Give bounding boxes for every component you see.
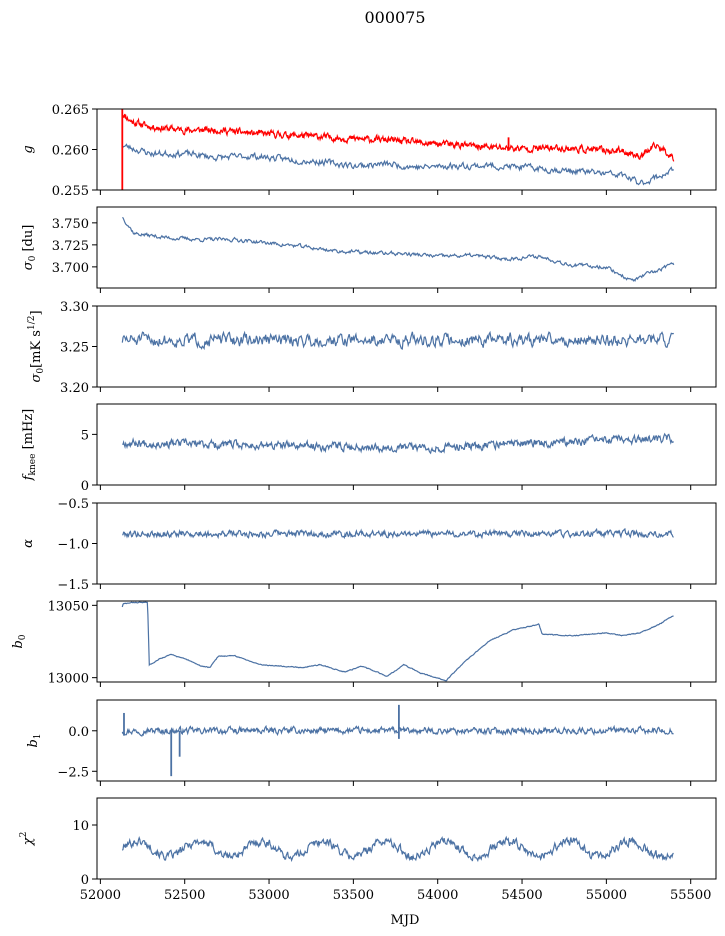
y-label-sup-sigma0cal: 1/2 — [27, 316, 37, 330]
series-line-b0-0 — [121, 601, 674, 682]
y-tick-label-sigma0-0: 3.700 — [52, 261, 89, 276]
x-tick-label-6: 55000 — [586, 888, 627, 903]
y-label-sub-sigma0cal: 0 — [36, 368, 46, 374]
axes-frame-b0 — [96, 600, 717, 683]
y-axis-label-fknee: fknee [mHz] — [21, 409, 38, 482]
panel-b0: 13000 13050 b0 — [11, 599, 717, 687]
y-axis-label-b1: b1 — [26, 733, 43, 747]
y-axis-label-chi2: χ2 — [19, 832, 36, 847]
y-tick-label-chi2-1: 10 — [72, 819, 89, 834]
series-line-chi2-0 — [121, 835, 674, 863]
y-tick-label-sigma0-2: 3.750 — [52, 217, 89, 232]
series-line-sigma0cal-0 — [121, 330, 674, 351]
y-tick-label-sigma0-1: 3.725 — [52, 239, 89, 254]
series-line-alpha-0 — [122, 527, 674, 540]
series-line-g-0 — [121, 113, 675, 162]
y-tick-label-alpha-2: −0.5 — [57, 497, 89, 512]
y-label-sub-b1: 1 — [33, 733, 43, 739]
panel-sigma0: 3.700 3.725 3.750 σ0 [du] — [21, 206, 717, 293]
y-tick-label-b0-0: 13000 — [48, 672, 89, 687]
y-tick-label-g-1: 0.260 — [52, 144, 89, 159]
y-tick-label-b0-1: 13050 — [48, 599, 89, 614]
y-label-sub-sigma0: 0 — [28, 255, 38, 261]
y-axis-label-sigma0: σ0 [du] — [21, 225, 38, 271]
y-label-tail-sigma0cal: [mK s — [29, 330, 44, 368]
x-tick-label-4: 54000 — [417, 888, 458, 903]
y-tick-label-g-2: 0.265 — [52, 103, 89, 118]
axes-frame-alpha — [96, 502, 717, 585]
y-label-main-alpha: α — [21, 539, 36, 548]
y-tick-label-fknee-0: 0 — [81, 479, 89, 494]
y-tick-label-g-0: 0.255 — [52, 184, 89, 199]
y-axis-label-alpha: α — [21, 539, 36, 548]
panel-alpha: −1.5 −1.0 −0.5 α — [21, 497, 717, 593]
x-tick-label-0: 52000 — [80, 888, 121, 903]
y-label-tail-sigma0: [du] — [21, 225, 36, 256]
y-tick-label-sigma0cal-1: 3.25 — [60, 341, 89, 356]
y-label-sub-fknee: knee — [28, 454, 38, 476]
y-tick-label-b1-0: −2.5 — [57, 765, 89, 780]
y-label-sub-b0: 0 — [18, 634, 28, 640]
x-tick-label-7: 55500 — [670, 888, 711, 903]
axes-frame-b1 — [96, 699, 717, 782]
y-tick-label-chi2-0: 0 — [81, 873, 89, 888]
y-label-main-b1: b — [26, 739, 41, 747]
y-label-main-g: g — [21, 145, 36, 153]
x-tick-label-1: 52500 — [164, 888, 205, 903]
y-axis-label-sigma0cal: σ0[mK s1/2] — [27, 310, 46, 382]
y-tick-label-sigma0cal-2: 3.30 — [60, 300, 89, 315]
y-tick-label-sigma0cal-0: 3.20 — [60, 381, 89, 396]
axes-frame-sigma0 — [96, 206, 717, 289]
axes-frame-sigma0cal — [96, 305, 717, 388]
y-label-end-sigma0cal: ] — [29, 310, 44, 315]
y-axis-label-g: g — [21, 145, 36, 153]
panel-sigma0cal: 3.20 3.25 3.30 σ0[mK s1/2] — [27, 300, 717, 396]
y-label-main-sigma0cal: σ — [29, 373, 44, 383]
y-tick-label-alpha-0: −1.5 — [57, 578, 89, 593]
panel-fknee: 0 5 fknee [mHz] — [21, 403, 717, 494]
series-line-b1-0 — [121, 724, 674, 737]
y-label-main-chi2: χ — [21, 836, 36, 846]
x-axis-label: MJD — [391, 913, 420, 928]
y-label-tail-fknee: [mHz] — [21, 409, 36, 454]
y-label-main-sigma0: σ — [21, 260, 36, 270]
y-tick-label-fknee-1: 5 — [81, 428, 89, 443]
figure-title: 000075 — [364, 8, 425, 27]
panel-chi2: 0 10 52000 52500 53000 53500 54000 54500 55000 55… — [19, 797, 717, 903]
y-label-main-b0: b — [11, 640, 26, 648]
x-tick-label-3: 53500 — [333, 888, 374, 903]
y-tick-label-b1-1: 0.0 — [68, 725, 89, 740]
axes-frame-chi2 — [96, 797, 717, 880]
axes-frame-fknee — [96, 403, 717, 486]
panel-g: 0.255 0.260 0.265 g — [21, 103, 717, 199]
series-line-sigma0-0 — [122, 216, 675, 282]
x-tick-label-2: 53000 — [248, 888, 289, 903]
y-tick-label-alpha-1: −1.0 — [57, 538, 89, 553]
y-label-main-fknee: f — [21, 473, 36, 481]
panel-b1: −2.5 0.0 b1 — [26, 699, 717, 786]
y-axis-label-b0: b0 — [11, 634, 28, 648]
series-line-fknee-0 — [122, 432, 674, 455]
y-label-sup-chi2: 2 — [19, 832, 29, 838]
x-tick-label-5: 54500 — [501, 888, 542, 903]
series-line-g-1 — [122, 143, 674, 186]
